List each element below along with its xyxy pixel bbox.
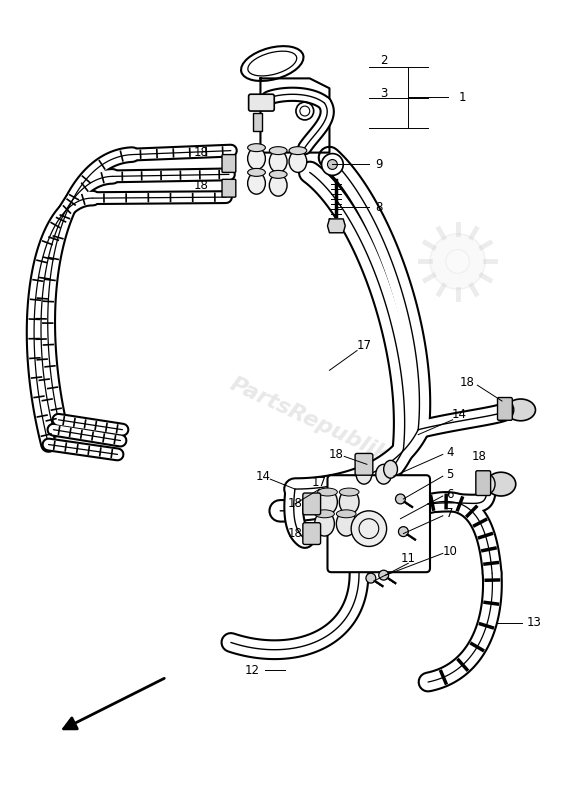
- Text: 18: 18: [287, 527, 303, 540]
- FancyBboxPatch shape: [222, 179, 236, 197]
- FancyBboxPatch shape: [498, 398, 512, 420]
- Bar: [252, 113, 262, 131]
- Text: 3: 3: [380, 86, 387, 100]
- Ellipse shape: [248, 169, 265, 176]
- Ellipse shape: [315, 511, 335, 536]
- Ellipse shape: [248, 144, 265, 152]
- Ellipse shape: [339, 488, 359, 496]
- Ellipse shape: [356, 464, 372, 484]
- Ellipse shape: [269, 146, 287, 154]
- Ellipse shape: [479, 474, 495, 494]
- FancyBboxPatch shape: [355, 454, 373, 475]
- Circle shape: [395, 494, 405, 504]
- Text: 4: 4: [446, 446, 453, 459]
- Circle shape: [322, 154, 343, 175]
- Text: 12: 12: [245, 664, 260, 677]
- Circle shape: [446, 250, 470, 274]
- Circle shape: [398, 526, 408, 537]
- Text: 14: 14: [256, 470, 271, 482]
- Ellipse shape: [384, 460, 398, 478]
- Ellipse shape: [315, 510, 335, 518]
- Text: 5: 5: [446, 468, 453, 481]
- FancyBboxPatch shape: [222, 154, 236, 172]
- Circle shape: [430, 234, 485, 289]
- Ellipse shape: [336, 511, 356, 536]
- Ellipse shape: [289, 150, 307, 172]
- FancyBboxPatch shape: [249, 94, 274, 111]
- Circle shape: [328, 159, 338, 170]
- Ellipse shape: [248, 148, 265, 170]
- Ellipse shape: [336, 510, 356, 518]
- Ellipse shape: [248, 172, 265, 194]
- Text: 1: 1: [459, 90, 466, 104]
- Text: 18: 18: [287, 498, 303, 510]
- FancyBboxPatch shape: [476, 470, 491, 495]
- Text: PartsRepublik: PartsRepublik: [227, 374, 392, 466]
- Text: 6: 6: [446, 487, 453, 501]
- Ellipse shape: [376, 464, 391, 484]
- Ellipse shape: [269, 150, 287, 172]
- Circle shape: [351, 511, 387, 546]
- Text: 11: 11: [401, 552, 416, 565]
- Ellipse shape: [269, 170, 287, 178]
- Circle shape: [379, 570, 388, 580]
- Text: 17: 17: [356, 339, 371, 352]
- Text: 13: 13: [527, 616, 542, 629]
- Ellipse shape: [289, 146, 307, 154]
- Text: 18: 18: [194, 178, 208, 192]
- Ellipse shape: [318, 490, 338, 514]
- Text: 7: 7: [446, 507, 453, 520]
- Ellipse shape: [318, 488, 338, 496]
- Text: 8: 8: [375, 201, 383, 214]
- Text: 2: 2: [380, 54, 387, 67]
- Text: 18: 18: [460, 376, 475, 389]
- Ellipse shape: [500, 401, 514, 419]
- Text: 18: 18: [329, 448, 344, 461]
- Text: 18: 18: [472, 450, 486, 463]
- Ellipse shape: [339, 490, 359, 514]
- Circle shape: [366, 573, 376, 583]
- Ellipse shape: [269, 174, 287, 196]
- Ellipse shape: [506, 399, 536, 421]
- Polygon shape: [328, 219, 345, 233]
- Text: 14: 14: [452, 408, 467, 422]
- Text: 17: 17: [312, 476, 327, 489]
- FancyBboxPatch shape: [303, 493, 321, 514]
- Text: 9: 9: [375, 158, 383, 171]
- Text: 10: 10: [442, 545, 457, 558]
- FancyBboxPatch shape: [303, 522, 321, 545]
- Text: 18: 18: [194, 146, 208, 159]
- FancyBboxPatch shape: [328, 475, 430, 572]
- Ellipse shape: [486, 472, 516, 496]
